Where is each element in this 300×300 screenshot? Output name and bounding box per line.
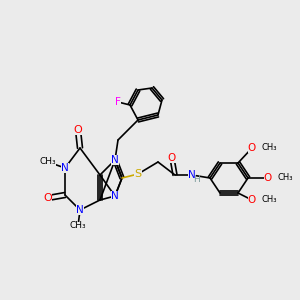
Text: F: F [115,97,121,107]
Text: S: S [134,169,142,179]
Text: CH₃: CH₃ [70,221,86,230]
Text: O: O [74,125,82,135]
Text: N: N [111,155,119,165]
Text: H: H [193,176,200,184]
Text: N: N [76,205,84,215]
Text: CH₃: CH₃ [262,143,278,152]
Text: CH₃: CH₃ [40,158,56,166]
Text: N: N [188,170,196,180]
Text: O: O [248,195,256,205]
Text: O: O [264,173,272,183]
Text: O: O [248,143,256,153]
Text: N: N [61,163,69,173]
Text: O: O [44,193,52,203]
Text: CH₃: CH₃ [278,173,293,182]
Text: N: N [111,191,119,201]
Text: O: O [168,153,176,163]
Text: CH₃: CH₃ [262,196,278,205]
